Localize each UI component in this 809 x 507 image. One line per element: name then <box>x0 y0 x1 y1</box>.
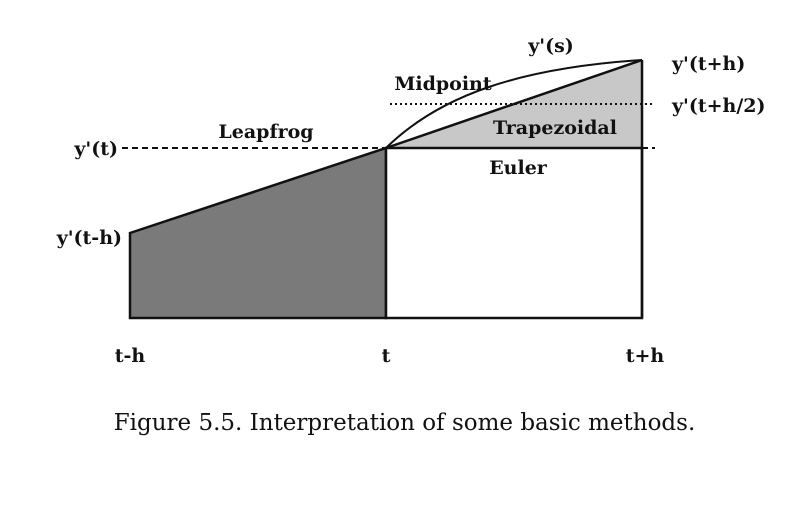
label-y-t-plus-half-h: y'(t+h/2) <box>671 95 766 117</box>
y-prime-curve <box>385 59 643 149</box>
leapfrog-region <box>128 146 388 320</box>
label-y-s: y'(s) <box>527 35 574 57</box>
trapezoidal-chord <box>385 58 643 150</box>
label-trapezoidal: Trapezoidal <box>493 117 617 139</box>
tick-label-t: t <box>382 345 391 367</box>
label-euler: Euler <box>489 157 548 179</box>
tick-label-t-plus-h: t+h <box>626 345 665 367</box>
label-y-t-plus-h: y'(t+h) <box>671 53 745 75</box>
tick-label-t-minus-h: t-h <box>115 345 146 367</box>
label-y-t: y'(t) <box>73 138 118 160</box>
label-midpoint: Midpoint <box>394 73 492 95</box>
methods-diagram: y'(t) y'(t-h) y'(s) y'(t+h) y'(t+h/2) Le… <box>56 35 766 367</box>
label-leapfrog: Leapfrog <box>218 121 313 143</box>
figure-caption: Figure 5.5. Interpretation of some basic… <box>113 410 696 436</box>
label-y-t-minus-h: y'(t-h) <box>56 227 122 249</box>
